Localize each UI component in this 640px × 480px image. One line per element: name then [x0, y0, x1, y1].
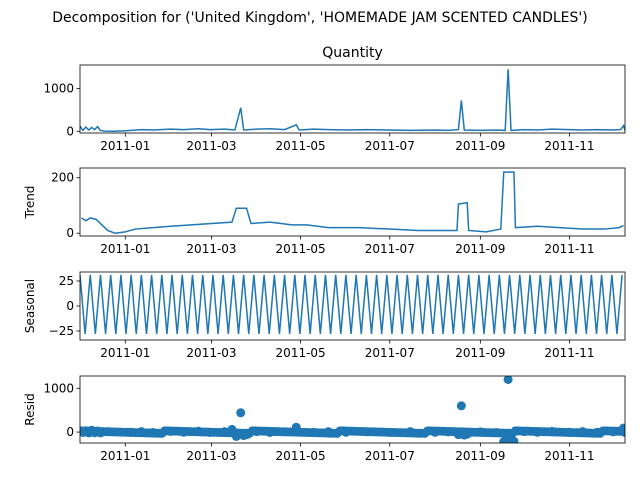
- resid-point: [136, 427, 146, 437]
- resid-ylabel: Resid: [23, 393, 37, 425]
- resid-point: [309, 427, 319, 437]
- resid-point: [179, 427, 189, 437]
- resid-point: [620, 427, 625, 437]
- resid-point: [443, 427, 453, 437]
- quantity-xtick-label: 2011-01: [100, 139, 150, 153]
- seasonal-ytick-label: −25: [49, 324, 74, 338]
- resid-xtick-label: 2011-05: [276, 449, 326, 463]
- resid-point: [456, 401, 466, 411]
- resid-point: [491, 427, 501, 437]
- trend-xtick-label: 2011-05: [276, 242, 326, 256]
- resid-point: [252, 427, 262, 437]
- resid-ytick-label: 1000: [43, 381, 74, 395]
- resid-point: [608, 427, 618, 437]
- resid-point: [291, 422, 301, 432]
- quantity-ytick-label: 1000: [43, 82, 74, 96]
- resid-xtick-label: 2011-11: [544, 449, 594, 463]
- resid-point: [430, 427, 440, 437]
- resid-point: [385, 427, 395, 437]
- trend-frame: [79, 167, 626, 237]
- quantity-title: Quantity: [322, 45, 383, 61]
- resid-point: [236, 408, 246, 418]
- resid-point: [280, 427, 290, 437]
- resid-point: [220, 427, 230, 437]
- quantity-frame: [79, 64, 626, 134]
- resid-point: [592, 427, 602, 437]
- quantity-xtick-label: 2011-09: [455, 139, 505, 153]
- trend-xtick-label: 2011-07: [365, 242, 415, 256]
- resid-point: [205, 427, 215, 437]
- resid-point: [475, 427, 485, 437]
- resid-xtick-label: 2011-07: [365, 449, 415, 463]
- quantity-xtick-label: 2011-03: [186, 139, 236, 153]
- resid-point: [148, 427, 158, 437]
- resid-point: [341, 427, 351, 437]
- trend-ytick-label: 0: [66, 226, 74, 240]
- seasonal-line: [80, 274, 623, 334]
- resid-point: [509, 436, 519, 443]
- resid-point: [227, 424, 237, 434]
- quantity-xtick-label: 2011-11: [544, 139, 594, 153]
- seasonal-ytick-label: 0: [66, 299, 74, 313]
- resid-point: [405, 427, 415, 437]
- resid-point: [126, 427, 136, 437]
- resid-point: [361, 427, 371, 437]
- figure-suptitle: Decomposition for ('United Kingdom', 'HO…: [52, 10, 587, 26]
- quantity-xtick-label: 2011-07: [365, 139, 415, 153]
- resid-panel: Resid 0 1000 2011-01 2011-03 2011-05 2011-07 20…: [23, 375, 626, 463]
- resid-point: [578, 427, 588, 437]
- seasonal-ylabel: Seasonal: [23, 279, 37, 333]
- resid-point: [462, 429, 472, 439]
- resid-point: [265, 427, 275, 437]
- seasonal-ytick-label: 25: [59, 274, 74, 288]
- trend-panel: Trend 0 200 2011-01 2011-03 2011-05 2011-07 201…: [23, 167, 626, 256]
- resid-point: [193, 426, 203, 436]
- resid-point: [242, 430, 252, 440]
- resid-point: [503, 376, 513, 384]
- seasonal-xtick-label: 2011-01: [100, 346, 150, 360]
- trend-xtick-label: 2011-11: [544, 242, 594, 256]
- resid-point: [519, 427, 529, 437]
- quantity-panel: Quantity 0 1000 2011-01 2011-03 2011-05 2011-0…: [43, 45, 626, 153]
- seasonal-xtick-label: 2011-07: [365, 346, 415, 360]
- seasonal-series: [80, 274, 623, 334]
- resid-series: [80, 376, 625, 443]
- resid-xtick-label: 2011-03: [186, 449, 236, 463]
- seasonal-xtick-label: 2011-05: [276, 346, 326, 360]
- resid-xtick-label: 2011-01: [100, 449, 150, 463]
- trend-series: [81, 171, 624, 234]
- trend-xtick-label: 2011-01: [100, 242, 150, 256]
- seasonal-panel: Seasonal −25 0 25 2011-01 2011-03 2011-05 2011-…: [23, 271, 626, 360]
- trend-line: [81, 171, 624, 234]
- seasonal-xtick-label: 2011-11: [544, 346, 594, 360]
- trend-ytick-label: 200: [51, 171, 74, 185]
- resid-point: [564, 427, 574, 437]
- trend-xtick-label: 2011-03: [186, 242, 236, 256]
- resid-point: [166, 426, 176, 436]
- quantity-line: [80, 69, 625, 133]
- resid-point: [103, 427, 113, 437]
- resid-point: [532, 427, 542, 437]
- quantity-ytick-label: 0: [66, 124, 74, 138]
- resid-xtick-label: 2011-09: [455, 449, 505, 463]
- resid-ytick-label: 0: [66, 425, 74, 439]
- quantity-xtick-label: 2011-05: [276, 139, 326, 153]
- resid-point: [95, 428, 105, 438]
- seasonal-xtick-label: 2011-03: [186, 346, 236, 360]
- resid-frame: [79, 375, 626, 444]
- resid-point: [231, 431, 241, 441]
- resid-point: [547, 426, 557, 436]
- trend-xtick-label: 2011-09: [455, 242, 505, 256]
- trend-ylabel: Trend: [23, 186, 37, 220]
- resid-point: [323, 427, 333, 437]
- seasonal-xtick-label: 2011-09: [455, 346, 505, 360]
- quantity-series: [80, 69, 625, 133]
